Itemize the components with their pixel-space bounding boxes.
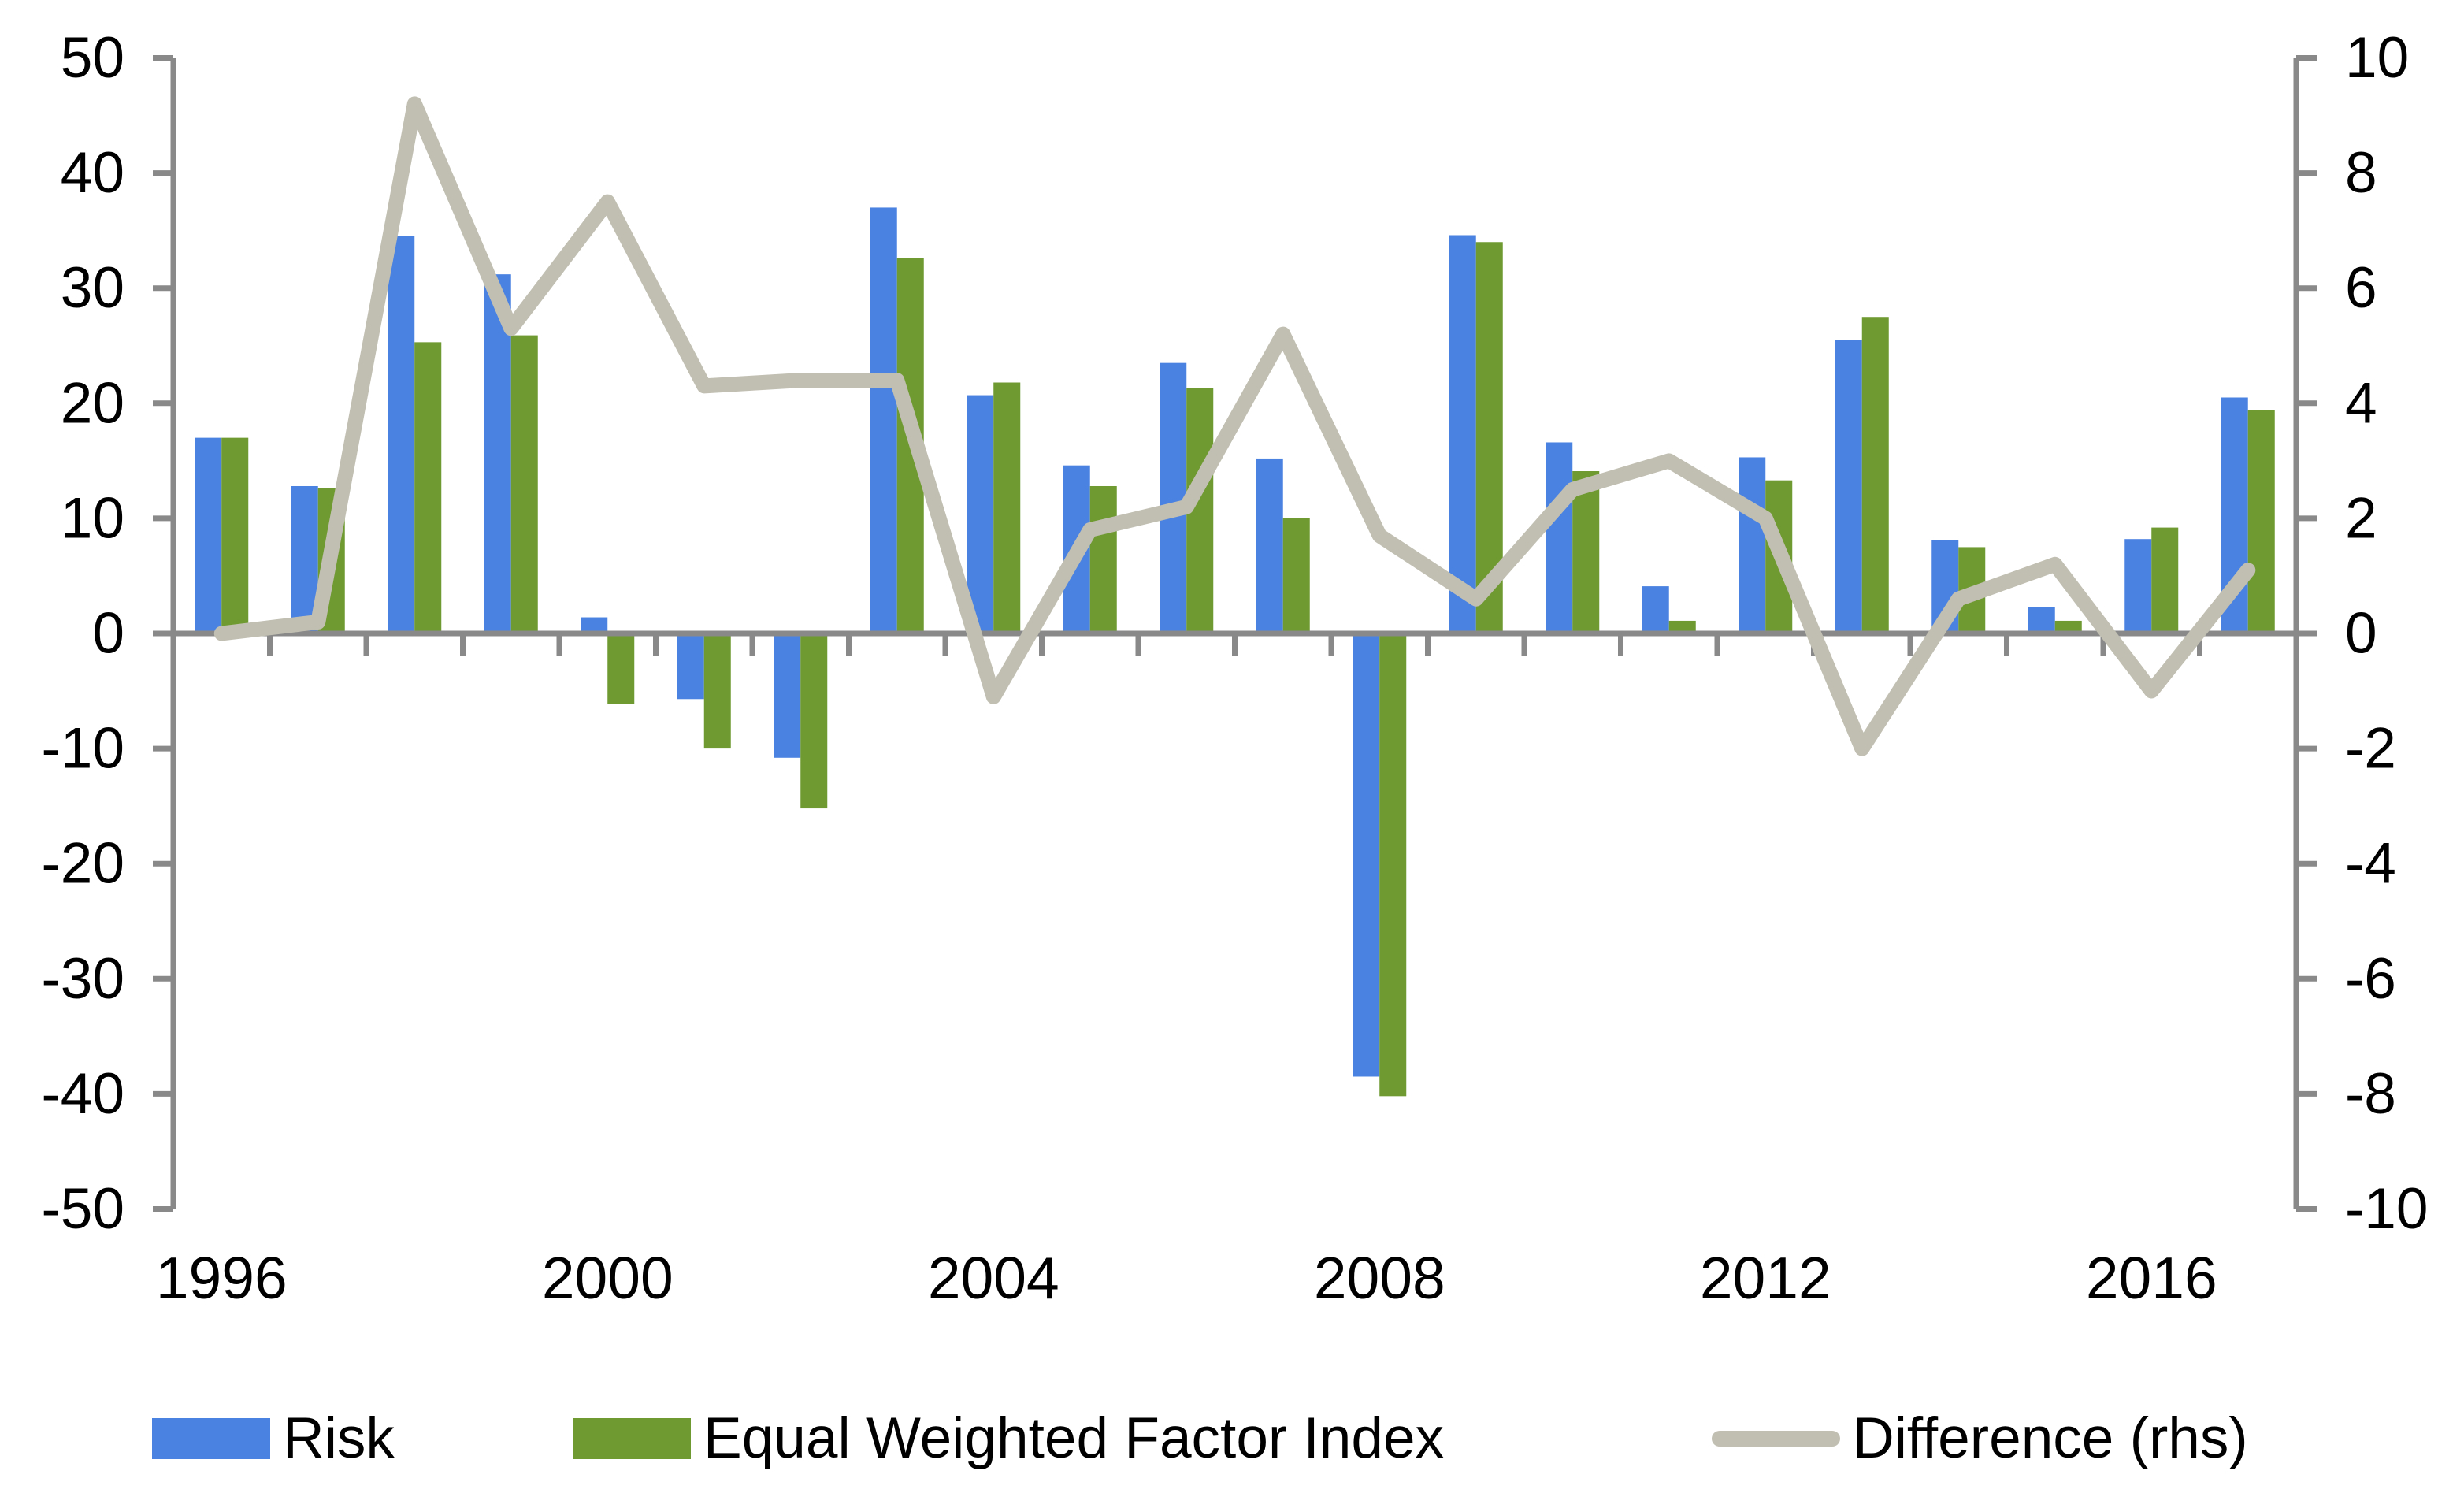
left-axis-tick-label: 30 — [61, 256, 124, 320]
right-axis-tick-label: 10 — [2345, 26, 2409, 90]
bar-risk-1998 — [388, 236, 415, 633]
bar-risk-2009 — [1449, 235, 1476, 633]
right-axis-tick-label: 2 — [2345, 486, 2377, 550]
right-axis-tick-label: -8 — [2345, 1062, 2396, 1126]
legend-item-index: Equal Weighted Factor Index — [573, 1406, 1445, 1470]
risk-swatch-icon — [152, 1418, 270, 1459]
left-axis-tick-label: 40 — [61, 141, 124, 205]
index-swatch-icon — [573, 1418, 691, 1459]
bar-index-2015 — [2054, 620, 2082, 633]
bar-risk-2007 — [1256, 458, 1283, 633]
left-axis-tick-label: 20 — [61, 371, 124, 435]
bar-index-2001 — [703, 633, 731, 749]
difference-line — [213, 96, 2256, 756]
right-axis-tick-label: -6 — [2345, 947, 2396, 1011]
bar-risk-2002 — [774, 633, 801, 758]
right-axis-tick-label: -10 — [2345, 1177, 2429, 1241]
bar-index-1999 — [510, 335, 538, 633]
bar-risk-2004 — [967, 395, 994, 633]
legend-item-difference: Difference (rhs) — [1712, 1406, 2248, 1470]
left-axis-tick-label: -30 — [41, 947, 124, 1011]
bars-index-series — [221, 242, 2275, 1097]
bar-index-2011 — [1668, 620, 1696, 633]
bar-risk-2006 — [1160, 362, 1187, 633]
right-axis-tick-label: 6 — [2345, 256, 2377, 320]
bar-index-2004 — [993, 382, 1021, 633]
x-axis-labels: 1996 2000 2004 2008 2012 2016 — [156, 1245, 2217, 1311]
x-axis-year-label: 2004 — [928, 1245, 1059, 1311]
bar-risk-2012 — [1739, 457, 1766, 633]
left-axis-tick-label: 0 — [92, 602, 124, 666]
bar-index-2013 — [1861, 317, 1889, 633]
bar-risk-2000 — [581, 617, 608, 633]
left-axis-tick-label: 50 — [61, 26, 124, 90]
legend-label-difference: Difference (rhs) — [1853, 1406, 2248, 1470]
bar-risk-1996 — [195, 437, 222, 633]
difference-line-swatch-icon — [1712, 1431, 1840, 1447]
left-axis-tick-label: -50 — [41, 1177, 124, 1241]
x-axis-year-label: 2016 — [2086, 1245, 2217, 1311]
bar-index-2016 — [2151, 527, 2179, 633]
x-axis-year-label: 2012 — [1700, 1245, 1831, 1311]
bar-risk-2003 — [870, 207, 897, 633]
bar-index-2007 — [1282, 518, 1310, 633]
right-axis-tick-label: 4 — [2345, 371, 2377, 435]
bar-risk-2011 — [1642, 586, 1669, 633]
legend-label-risk: Risk — [283, 1406, 395, 1470]
bar-risk-2001 — [677, 633, 704, 700]
bar-index-1996 — [221, 437, 249, 633]
left-axis-tick-label: -40 — [41, 1062, 124, 1126]
bar-risk-2008 — [1353, 633, 1380, 1077]
legend-item-risk: Risk — [152, 1406, 395, 1470]
bars-risk-series — [195, 207, 2248, 1077]
left-axis-tick-label: -20 — [41, 832, 124, 896]
x-axis-year-label: 2000 — [542, 1245, 674, 1311]
right-axis-tick-label: -4 — [2345, 832, 2396, 896]
right-axis-tick-label: 0 — [2345, 602, 2377, 666]
right-axis-labels: 10 8 6 4 2 0 -2 -4 -6 -8 -10 — [2345, 26, 2429, 1241]
bar-risk-2015 — [2028, 607, 2055, 633]
bar-index-2002 — [800, 633, 828, 809]
x-axis-year-label: 2008 — [1314, 1245, 1445, 1311]
axes — [153, 55, 2317, 1212]
right-axis-tick-label: 8 — [2345, 141, 2377, 205]
left-axis-tick-label: 10 — [61, 486, 124, 550]
bar-risk-2013 — [1835, 340, 1862, 633]
bar-index-2017 — [2247, 410, 2275, 633]
left-axis-labels: 50 40 30 20 10 0 -10 -20 -30 -40 -50 — [41, 26, 124, 1241]
bar-index-2010 — [1572, 470, 1600, 633]
bar-index-2005 — [1089, 485, 1117, 633]
bar-index-2000 — [607, 633, 635, 704]
right-axis-tick-label: -2 — [2345, 717, 2396, 781]
x-axis-year-label: 1996 — [156, 1245, 288, 1311]
bar-index-1998 — [414, 342, 442, 633]
left-axis-tick-label: -10 — [41, 717, 124, 781]
legend-label-index: Equal Weighted Factor Index — [703, 1406, 1445, 1470]
bar-risk-2010 — [1546, 442, 1573, 633]
bar-index-2008 — [1379, 633, 1407, 1097]
difference-line-series — [213, 96, 2256, 756]
chart-legend: Risk Equal Weighted Factor Index Differe… — [0, 1402, 2464, 1470]
bar-risk-2016 — [2124, 539, 2152, 633]
